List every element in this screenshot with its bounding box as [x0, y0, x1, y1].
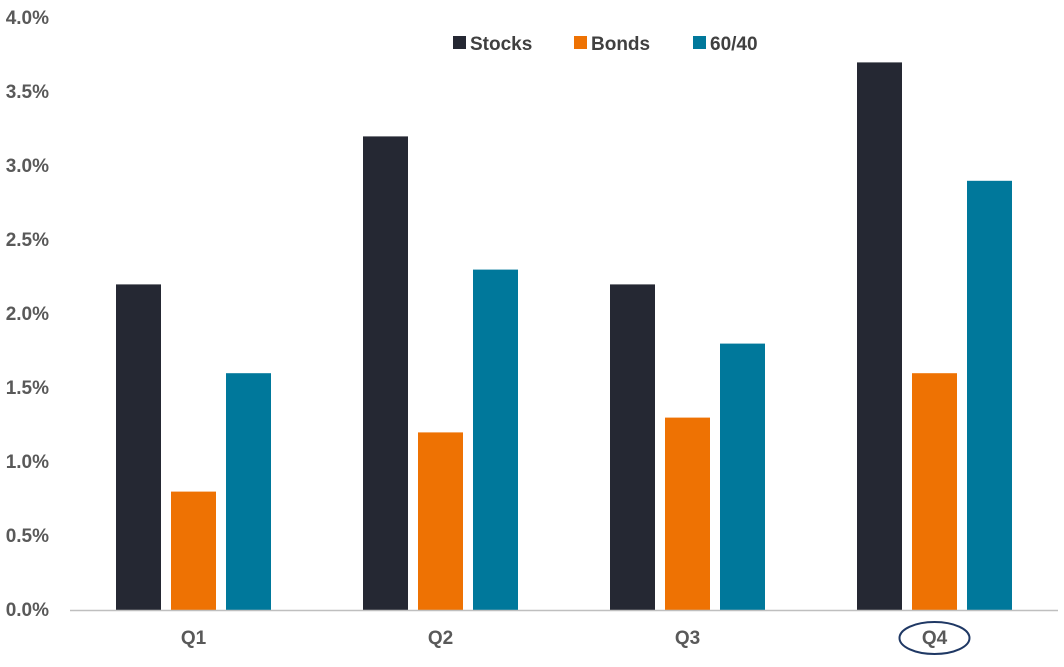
- bar-stocks-q2: [363, 136, 408, 610]
- bar-stocks-q4: [857, 62, 902, 610]
- x-tick-label-q3: Q3: [675, 628, 700, 649]
- bar-bonds-q3: [665, 417, 710, 610]
- legend-label-60-40: 60/40: [710, 34, 758, 55]
- legend: Stocks Bonds 60/40: [453, 34, 758, 55]
- y-tick-label: 2.0%: [6, 304, 49, 325]
- legend-label-stocks: Stocks: [470, 34, 532, 55]
- y-tick-label: 2.5%: [6, 230, 49, 251]
- bar-bonds-q4: [912, 373, 957, 610]
- x-tick-label-q1: Q1: [181, 628, 207, 649]
- legend-swatch-60-40: [693, 36, 706, 49]
- bar-bonds-q1: [171, 491, 216, 610]
- bar-stocks-q1: [116, 284, 161, 610]
- x-tick-label-q2: Q2: [428, 628, 453, 649]
- bars: [116, 62, 1012, 611]
- y-tick-label: 0.5%: [6, 526, 49, 547]
- x-tick-label-q4: Q4: [922, 628, 948, 649]
- legend-label-bonds: Bonds: [591, 34, 650, 55]
- bar-60-40-q1: [226, 373, 271, 610]
- bar-60-40-q2: [473, 269, 518, 610]
- bar-60-40-q3: [720, 343, 765, 610]
- legend-swatch-stocks: [453, 36, 466, 49]
- bar-60-40-q4: [967, 180, 1012, 611]
- x-axis-tick-labels: Q1 Q2 Q3 Q4: [181, 621, 971, 655]
- y-axis-tick-labels: 0.0% 0.5% 1.0% 1.5% 2.0% 2.5% 3.0% 3.5% 4.0%: [6, 8, 49, 621]
- y-tick-label: 1.5%: [6, 378, 49, 399]
- y-tick-label: 1.0%: [6, 452, 49, 473]
- q4-highlight-circle: [898, 621, 971, 655]
- y-tick-label: 4.0%: [6, 8, 49, 29]
- y-tick-label: 3.0%: [6, 156, 49, 177]
- legend-swatch-bonds: [574, 36, 587, 49]
- bar-stocks-q3: [610, 284, 655, 610]
- y-tick-label: 3.5%: [6, 82, 49, 103]
- y-tick-label: 0.0%: [6, 600, 49, 621]
- bar-bonds-q2: [418, 432, 463, 610]
